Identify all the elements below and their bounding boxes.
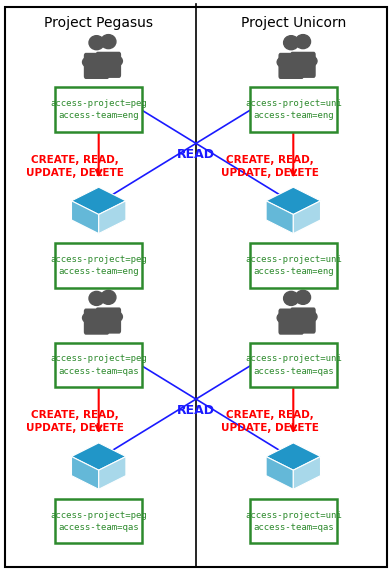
FancyBboxPatch shape	[55, 499, 142, 544]
Polygon shape	[99, 201, 126, 234]
FancyBboxPatch shape	[250, 243, 337, 288]
Polygon shape	[293, 201, 321, 234]
Polygon shape	[266, 443, 321, 470]
FancyBboxPatch shape	[250, 87, 337, 131]
Ellipse shape	[89, 291, 104, 305]
Text: access-project=uni
access-team=qas: access-project=uni access-team=qas	[245, 510, 342, 532]
FancyBboxPatch shape	[84, 53, 109, 79]
Text: Project Pegasus: Project Pegasus	[44, 16, 153, 30]
Text: Project Unicorn: Project Unicorn	[241, 16, 346, 30]
Polygon shape	[71, 187, 126, 215]
Text: access-project=peg
access-team=qas: access-project=peg access-team=qas	[50, 354, 147, 376]
FancyBboxPatch shape	[84, 308, 109, 335]
Text: CREATE, READ,
UPDATE, DELETE: CREATE, READ, UPDATE, DELETE	[221, 155, 319, 178]
FancyBboxPatch shape	[278, 308, 304, 335]
FancyBboxPatch shape	[55, 343, 142, 387]
FancyBboxPatch shape	[290, 307, 316, 333]
Ellipse shape	[94, 309, 122, 324]
FancyBboxPatch shape	[5, 7, 387, 567]
Ellipse shape	[289, 54, 317, 69]
Polygon shape	[71, 457, 99, 489]
Text: CREATE, READ,
UPDATE, DELETE: CREATE, READ, UPDATE, DELETE	[221, 411, 319, 433]
Text: access-project=uni
access-team=eng: access-project=uni access-team=eng	[245, 99, 342, 120]
Ellipse shape	[101, 35, 116, 49]
Polygon shape	[293, 457, 321, 489]
Ellipse shape	[277, 55, 305, 70]
FancyBboxPatch shape	[55, 87, 142, 131]
FancyBboxPatch shape	[96, 307, 121, 333]
Ellipse shape	[83, 55, 111, 70]
FancyBboxPatch shape	[250, 343, 337, 387]
Ellipse shape	[289, 309, 317, 324]
FancyBboxPatch shape	[55, 243, 142, 288]
FancyBboxPatch shape	[278, 53, 304, 79]
Polygon shape	[99, 457, 126, 489]
Text: READ: READ	[177, 404, 215, 417]
Text: CREATE, READ,
UPDATE, DELETE: CREATE, READ, UPDATE, DELETE	[26, 411, 124, 433]
Text: access-project=peg
access-team=eng: access-project=peg access-team=eng	[50, 255, 147, 276]
Text: CREATE, READ,
UPDATE, DELETE: CREATE, READ, UPDATE, DELETE	[26, 155, 124, 178]
Polygon shape	[71, 443, 126, 470]
Ellipse shape	[296, 35, 310, 49]
Ellipse shape	[277, 310, 305, 325]
Polygon shape	[266, 457, 293, 489]
Ellipse shape	[89, 35, 104, 50]
FancyBboxPatch shape	[96, 52, 121, 78]
Text: access-project=uni
access-team=eng: access-project=uni access-team=eng	[245, 255, 342, 276]
Text: access-project=peg
access-team=eng: access-project=peg access-team=eng	[50, 99, 147, 120]
Text: access-project=uni
access-team=qas: access-project=uni access-team=qas	[245, 354, 342, 376]
Polygon shape	[266, 201, 293, 234]
FancyBboxPatch shape	[290, 52, 316, 78]
Text: READ: READ	[177, 148, 215, 162]
Ellipse shape	[101, 290, 116, 304]
Ellipse shape	[83, 310, 111, 325]
Ellipse shape	[94, 54, 122, 69]
Text: access-project=peg
access-team=qas: access-project=peg access-team=qas	[50, 510, 147, 532]
Polygon shape	[266, 187, 321, 215]
Polygon shape	[71, 201, 99, 234]
Ellipse shape	[296, 290, 310, 304]
FancyBboxPatch shape	[250, 499, 337, 544]
Ellipse shape	[283, 35, 299, 50]
Ellipse shape	[283, 291, 299, 305]
